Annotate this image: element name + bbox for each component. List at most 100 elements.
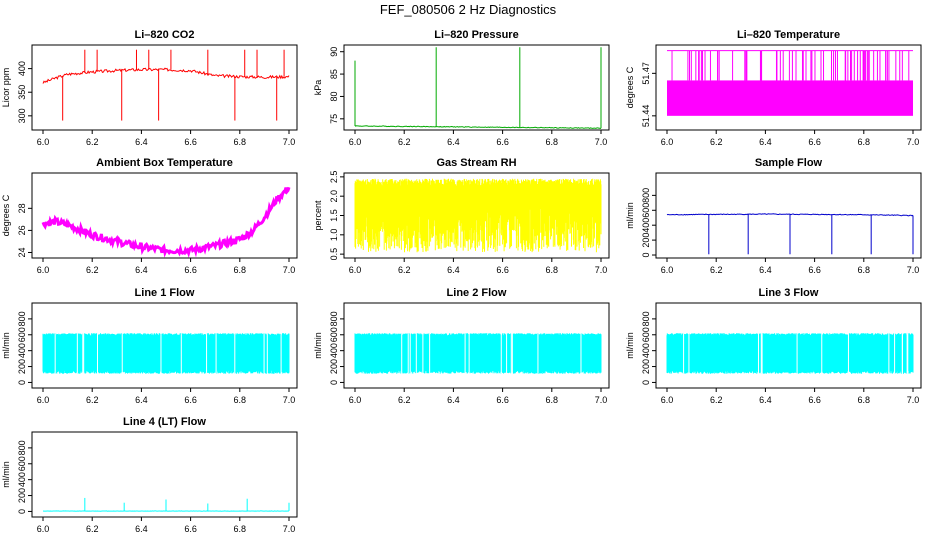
x-tick-label: 6.2 <box>710 395 723 405</box>
plot-frame <box>31 431 298 518</box>
y-tick-label: 400 <box>17 472 27 487</box>
x-tick-label: 7.0 <box>907 137 920 147</box>
y-tick-label: 300 <box>17 108 27 123</box>
y-tick-label: 600 <box>329 327 339 342</box>
chart-panel-8: Line 2 Flow ml/min 6.0 6.2 6.4 6.6 6.8 7.0 0 2004… <box>313 287 610 405</box>
x-tick-label: 6.2 <box>398 395 411 405</box>
y-axis-label: ml/min <box>625 202 635 229</box>
y-tick-label: 400 <box>329 343 339 358</box>
y-tick-label: 400 <box>17 61 27 76</box>
chart-panel-9: Line 3 Flow ml/min 6.0 6.2 6.4 6.6 6.8 7.0 0 2004… <box>625 287 922 405</box>
chart-title: Line 3 Flow <box>759 287 819 299</box>
chart-title: Line 1 Flow <box>135 287 195 299</box>
series-line <box>42 333 290 374</box>
y-tick-label: 0.5 <box>329 248 339 261</box>
plot-frame <box>31 302 298 389</box>
x-tick-label: 6.4 <box>135 524 148 534</box>
chart-panel-3: Li–820 Temperature degrees C 6.0 6.2 6.4 6.6 6… <box>625 29 922 147</box>
x-tick-label: 6.6 <box>184 265 197 275</box>
y-tick-label: 26 <box>17 225 27 235</box>
x-tick-label: 6.0 <box>37 137 50 147</box>
x-tick-label: 6.2 <box>398 137 411 147</box>
y-tick-label: 0 <box>17 380 27 385</box>
x-tick-label: 6.4 <box>447 137 460 147</box>
y-tick-label: 600 <box>641 327 651 342</box>
chart-title: Li–820 Pressure <box>434 29 518 41</box>
y-tick-label: 80 <box>329 91 339 101</box>
x-tick-label: 6.6 <box>496 265 509 275</box>
x-tick-label: 6.2 <box>86 395 99 405</box>
chart-title: Line 2 Flow <box>447 287 507 299</box>
x-tick-label: 6.8 <box>546 265 559 275</box>
y-tick-label: 200 <box>17 359 27 374</box>
chart-panel-5: Gas Stream RH percent 6.0 6.2 6.4 6.6 6.8 7.0 0.… <box>313 157 610 275</box>
x-tick-label: 6.6 <box>496 137 509 147</box>
chart-title: Ambient Box Temperature <box>96 157 233 169</box>
x-tick-label: 6.6 <box>808 137 821 147</box>
series-line <box>666 333 914 374</box>
y-tick-label: 800 <box>641 311 651 326</box>
y-tick-label: 200 <box>17 488 27 503</box>
figure-title: FEF_080506 2 Hz Diagnostics <box>380 2 557 17</box>
y-tick-label: 0 <box>17 509 27 514</box>
y-axis-label: ml/min <box>1 461 11 488</box>
x-tick-label: 6.0 <box>661 395 674 405</box>
x-tick-label: 6.2 <box>710 137 723 147</box>
x-tick-label: 7.0 <box>283 524 296 534</box>
x-tick-label: 6.4 <box>447 265 460 275</box>
series-line <box>666 213 914 217</box>
y-axis-label: ml/min <box>1 332 11 359</box>
y-tick-label: 600 <box>17 456 27 471</box>
chart-panel-6: Sample Flow ml/min 6.0 6.2 6.4 6.6 6.8 7.0 0 2004… <box>625 157 922 275</box>
x-tick-label: 6.4 <box>759 137 772 147</box>
x-tick-label: 6.6 <box>808 395 821 405</box>
x-tick-label: 6.8 <box>858 265 871 275</box>
x-tick-label: 7.0 <box>595 395 608 405</box>
x-tick-label: 6.8 <box>234 265 247 275</box>
x-tick-label: 7.0 <box>595 137 608 147</box>
x-tick-label: 6.0 <box>37 395 50 405</box>
series-band <box>667 80 913 116</box>
plot-frame <box>655 172 922 259</box>
x-tick-label: 6.6 <box>184 395 197 405</box>
y-tick-label: 400 <box>641 218 651 233</box>
x-tick-label: 6.6 <box>184 524 197 534</box>
x-tick-label: 7.0 <box>283 265 296 275</box>
chart-panel-7: Line 1 Flow ml/min 6.0 6.2 6.4 6.6 6.8 7.0 0 2004… <box>1 287 298 405</box>
x-tick-label: 7.0 <box>907 395 920 405</box>
chart-title: Li–820 Temperature <box>737 29 840 41</box>
plot-frame <box>655 302 922 389</box>
y-tick-label: 0 <box>329 380 339 385</box>
y-tick-label: 85 <box>329 69 339 79</box>
x-tick-label: 6.4 <box>135 137 148 147</box>
x-tick-label: 6.0 <box>349 137 362 147</box>
y-tick-label: 200 <box>641 233 651 248</box>
x-tick-label: 6.8 <box>234 395 247 405</box>
y-axis-label: ml/min <box>625 332 635 359</box>
y-tick-label: 51.47 <box>641 62 651 85</box>
y-tick-label: 0 <box>641 380 651 385</box>
x-tick-label: 7.0 <box>283 395 296 405</box>
x-tick-label: 6.2 <box>398 265 411 275</box>
y-tick-label: 1.5 <box>329 209 339 222</box>
x-tick-label: 6.2 <box>86 524 99 534</box>
plot-frame <box>31 44 298 131</box>
x-tick-label: 6.8 <box>858 395 871 405</box>
x-tick-label: 6.8 <box>546 395 559 405</box>
y-tick-label: 1.0 <box>329 229 339 242</box>
x-tick-label: 6.0 <box>349 265 362 275</box>
x-tick-label: 6.4 <box>447 395 460 405</box>
x-tick-label: 6.0 <box>37 524 50 534</box>
plot-frame <box>343 302 610 389</box>
x-tick-label: 6.4 <box>135 395 148 405</box>
y-tick-label: 400 <box>641 343 651 358</box>
y-tick-label: 2.0 <box>329 190 339 203</box>
y-tick-label: 800 <box>641 188 651 203</box>
x-tick-label: 6.4 <box>759 395 772 405</box>
y-tick-label: 90 <box>329 47 339 57</box>
x-tick-label: 6.2 <box>710 265 723 275</box>
y-tick-label: 800 <box>329 311 339 326</box>
y-tick-label: 28 <box>17 203 27 213</box>
chart-title: Sample Flow <box>755 157 823 169</box>
